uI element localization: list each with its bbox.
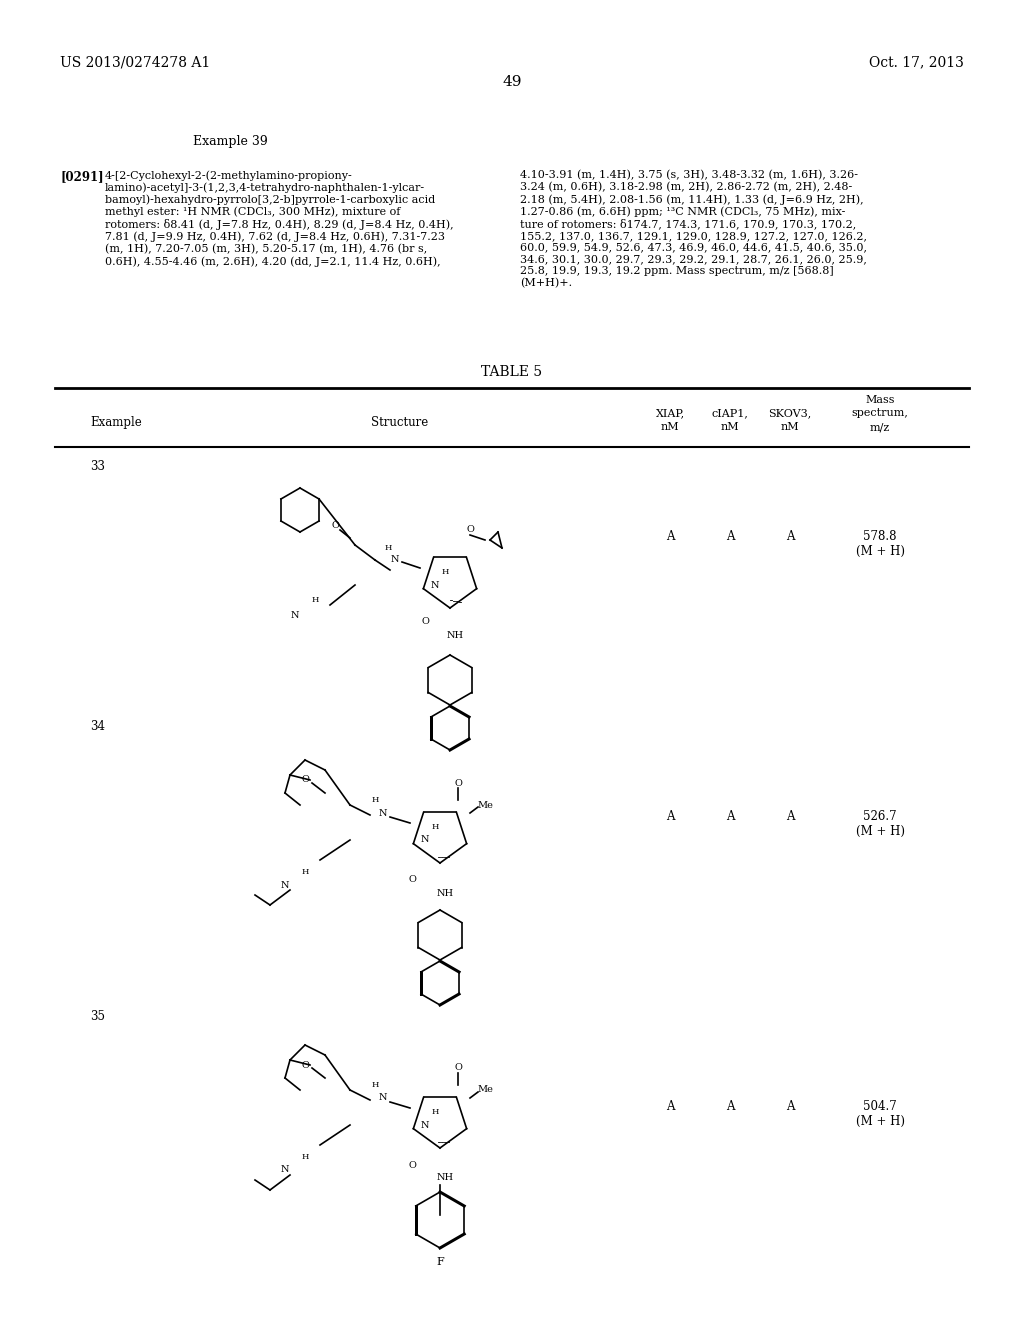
Text: N: N (379, 1093, 387, 1102)
Text: H: H (384, 544, 392, 552)
Text: cIAP1,: cIAP1, (712, 408, 749, 418)
Text: [0291]: [0291] (60, 170, 103, 183)
Text: H: H (311, 597, 318, 605)
Text: O: O (301, 776, 309, 784)
Text: A: A (785, 531, 795, 543)
Text: H: H (441, 568, 449, 576)
Text: Example: Example (90, 416, 141, 429)
Text: F: F (436, 1257, 443, 1267)
Text: SKOV3,: SKOV3, (768, 408, 812, 418)
Text: O: O (421, 618, 429, 627)
Text: NH: NH (436, 888, 454, 898)
Text: Structure: Structure (372, 416, 429, 429)
Text: 4.10-3.91 (m, 1.4H), 3.75 (s, 3H), 3.48-3.32 (m, 1.6H), 3.26-
3.24 (m, 0.6H), 3.: 4.10-3.91 (m, 1.4H), 3.75 (s, 3H), 3.48-… (520, 170, 867, 288)
Text: H: H (431, 1107, 438, 1115)
Text: nM: nM (780, 422, 800, 432)
Text: O: O (454, 779, 462, 788)
Text: 49: 49 (502, 75, 522, 88)
Text: N: N (291, 610, 299, 619)
Text: NH: NH (446, 631, 464, 639)
Text: A: A (785, 810, 795, 822)
Text: 35: 35 (90, 1010, 105, 1023)
Text: US 2013/0274278 A1: US 2013/0274278 A1 (60, 55, 210, 69)
Text: A: A (666, 810, 674, 822)
Text: 34: 34 (90, 719, 105, 733)
Text: Me: Me (477, 1085, 493, 1094)
Text: A: A (666, 1100, 674, 1113)
Text: O: O (301, 1060, 309, 1069)
Text: N: N (281, 1166, 289, 1175)
Text: TABLE 5: TABLE 5 (481, 366, 543, 379)
Text: A: A (666, 531, 674, 543)
Text: Mass: Mass (865, 395, 895, 405)
Text: N: N (391, 556, 399, 565)
Text: A: A (726, 810, 734, 822)
Text: Oct. 17, 2013: Oct. 17, 2013 (869, 55, 964, 69)
Text: H: H (301, 869, 308, 876)
Text: A: A (785, 1100, 795, 1113)
Text: H: H (372, 1081, 379, 1089)
Text: N: N (281, 880, 289, 890)
Text: H: H (431, 822, 438, 832)
Text: H: H (301, 1152, 308, 1162)
Text: m/z: m/z (869, 422, 890, 432)
Text: H: H (372, 796, 379, 804)
Text: 578.8
(M + H): 578.8 (M + H) (855, 531, 904, 558)
Text: 526.7
(M + H): 526.7 (M + H) (855, 810, 904, 838)
Text: N: N (421, 836, 429, 845)
Text: N: N (379, 808, 387, 817)
Text: N: N (421, 1121, 429, 1130)
Text: nM: nM (660, 422, 679, 432)
Text: O: O (454, 1064, 462, 1072)
Text: nM: nM (721, 422, 739, 432)
Text: N: N (431, 581, 439, 590)
Text: O: O (466, 525, 474, 535)
Text: spectrum,: spectrum, (852, 408, 908, 418)
Text: O: O (408, 1160, 416, 1170)
Text: O: O (408, 875, 416, 884)
Text: O: O (331, 520, 339, 529)
Text: A: A (726, 531, 734, 543)
Text: Example 39: Example 39 (193, 135, 267, 148)
Text: 4-[2-Cyclohexyl-2-(2-methylamino-propiony-
lamino)-acetyl]-3-(1,2,3,4-tetrahydro: 4-[2-Cyclohexyl-2-(2-methylamino-propion… (105, 170, 454, 267)
Text: 33: 33 (90, 459, 105, 473)
Text: NH: NH (436, 1173, 454, 1183)
Text: Me: Me (477, 800, 493, 809)
Text: XIAP,: XIAP, (655, 408, 685, 418)
Text: 504.7
(M + H): 504.7 (M + H) (855, 1100, 904, 1129)
Text: A: A (726, 1100, 734, 1113)
